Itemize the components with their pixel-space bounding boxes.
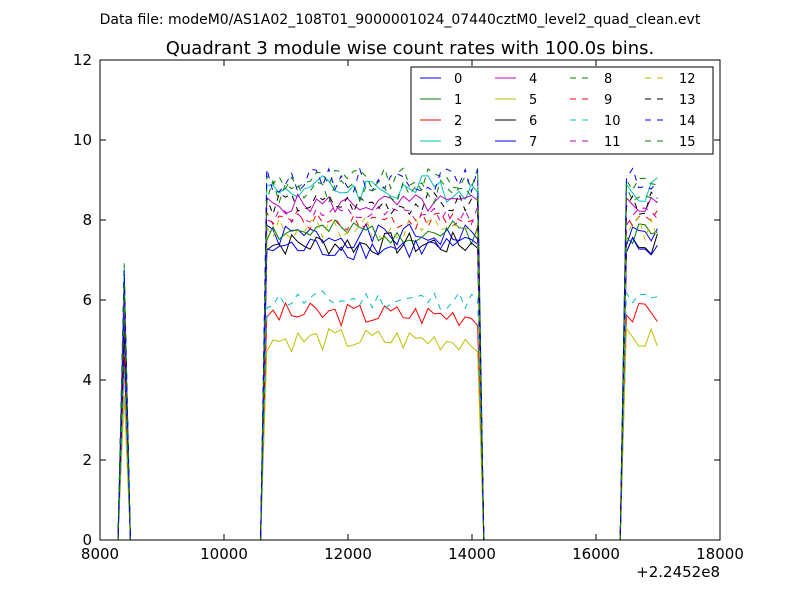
legend-label-2: 2 — [454, 114, 462, 129]
series-line-2 — [117, 301, 658, 540]
series-line-4 — [117, 193, 658, 540]
chart-suptitle: Data file: modeM0/AS1A02_108T01_90000010… — [100, 12, 701, 28]
y-tick-label: 0 — [82, 531, 92, 549]
y-tick-label: 6 — [82, 291, 92, 309]
series-line-9 — [117, 208, 658, 540]
legend-label-4: 4 — [529, 72, 537, 87]
legend-frame — [410, 66, 714, 155]
legend-label-15: 15 — [679, 135, 696, 150]
series-line-1 — [117, 219, 658, 540]
series-line-10 — [117, 290, 658, 540]
x-offset-label: +2.2452e8 — [636, 563, 720, 581]
series-line-14 — [117, 167, 658, 540]
series-line-11 — [117, 205, 658, 540]
series-line-5 — [117, 327, 658, 540]
series-line-7 — [117, 236, 658, 540]
legend-label-6: 6 — [529, 114, 537, 129]
series-line-12 — [117, 215, 658, 540]
y-tick-label: 12 — [73, 51, 92, 69]
chart-title: Quadrant 3 module wise count rates with … — [166, 38, 655, 59]
series-line-15 — [117, 179, 658, 540]
legend-label-7: 7 — [529, 135, 537, 150]
legend-label-0: 0 — [454, 72, 462, 87]
legend-label-11: 11 — [604, 135, 621, 150]
series-line-13 — [117, 191, 658, 540]
x-tick-label: 16000 — [572, 545, 620, 563]
series-line-3 — [117, 175, 658, 540]
legend-label-9: 9 — [604, 93, 612, 108]
series-line-8 — [117, 166, 658, 540]
x-tick-label: 18000 — [696, 545, 744, 563]
legend-label-3: 3 — [454, 135, 462, 150]
legend-label-13: 13 — [679, 93, 696, 108]
x-tick-label: 14000 — [448, 545, 496, 563]
legend-label-5: 5 — [529, 93, 537, 108]
x-tick-label: 10000 — [200, 545, 248, 563]
y-tick-label: 8 — [82, 211, 92, 229]
y-tick-label: 4 — [82, 371, 92, 389]
x-tick-label: 8000 — [81, 545, 119, 563]
series-line-6 — [117, 230, 658, 540]
x-tick-label: 12000 — [324, 545, 372, 563]
series-layer — [117, 166, 658, 540]
legend-label-8: 8 — [604, 72, 612, 87]
y-tick-label: 2 — [82, 451, 92, 469]
legend-label-14: 14 — [679, 114, 696, 129]
legend-label-10: 10 — [604, 114, 621, 129]
x-axis: 8000 10000 12000 14000 16000 18000 — [81, 60, 744, 563]
y-tick-label: 10 — [73, 131, 92, 149]
series-line-0 — [117, 222, 658, 540]
legend-label-1: 1 — [454, 93, 462, 108]
legend-label-12: 12 — [679, 72, 696, 87]
